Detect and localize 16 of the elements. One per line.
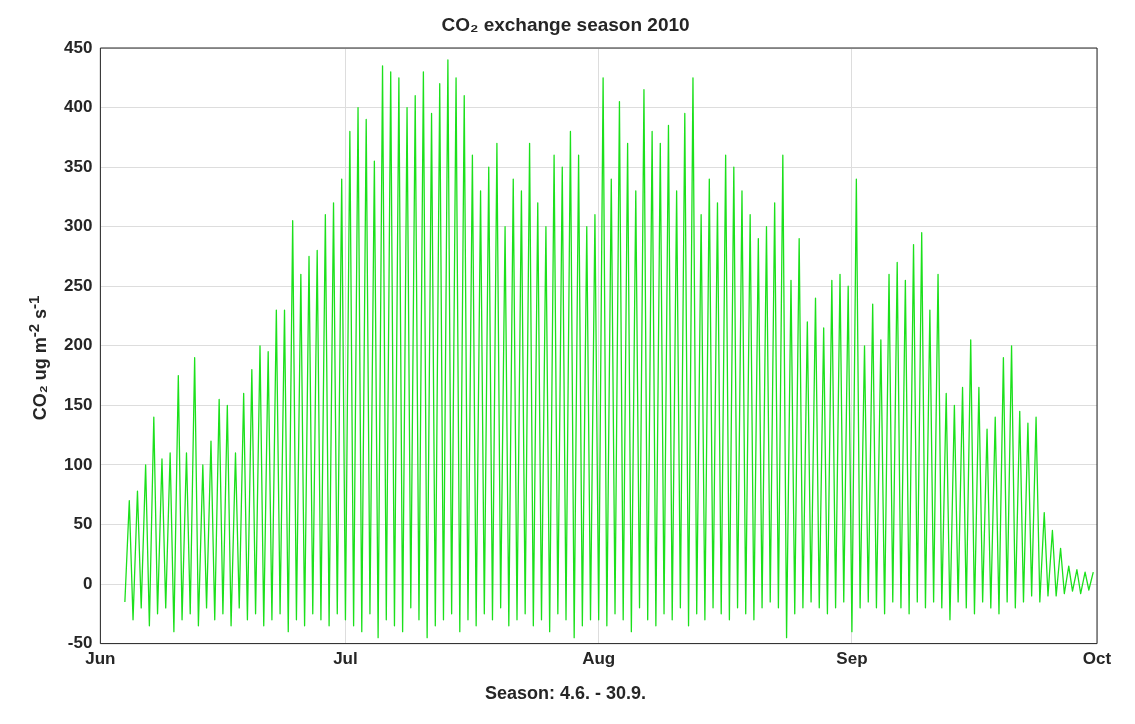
y-tick-label: 100 [63, 454, 93, 474]
x-axis-title: Season: 4.6. - 30.9. [483, 683, 648, 704]
x-tick-label: Sep [836, 649, 868, 669]
y-tick-label: 250 [63, 275, 93, 295]
chart-title: CO₂ exchange season 2010 [440, 14, 691, 36]
y-tick-label: 450 [63, 37, 93, 57]
y-tick-label: 350 [63, 156, 93, 176]
y-tick-label: 300 [63, 216, 93, 236]
x-tick-label: Oct [1082, 649, 1112, 669]
y-tick-label: 200 [63, 335, 93, 355]
x-tick-label: Aug [582, 649, 616, 669]
y-tick-label: 0 [82, 573, 93, 593]
y-tick-label: 50 [73, 514, 93, 534]
x-tick-label: Jul [333, 649, 358, 669]
y-tick-label: 150 [63, 395, 93, 415]
y-tick-label: 400 [63, 97, 93, 117]
